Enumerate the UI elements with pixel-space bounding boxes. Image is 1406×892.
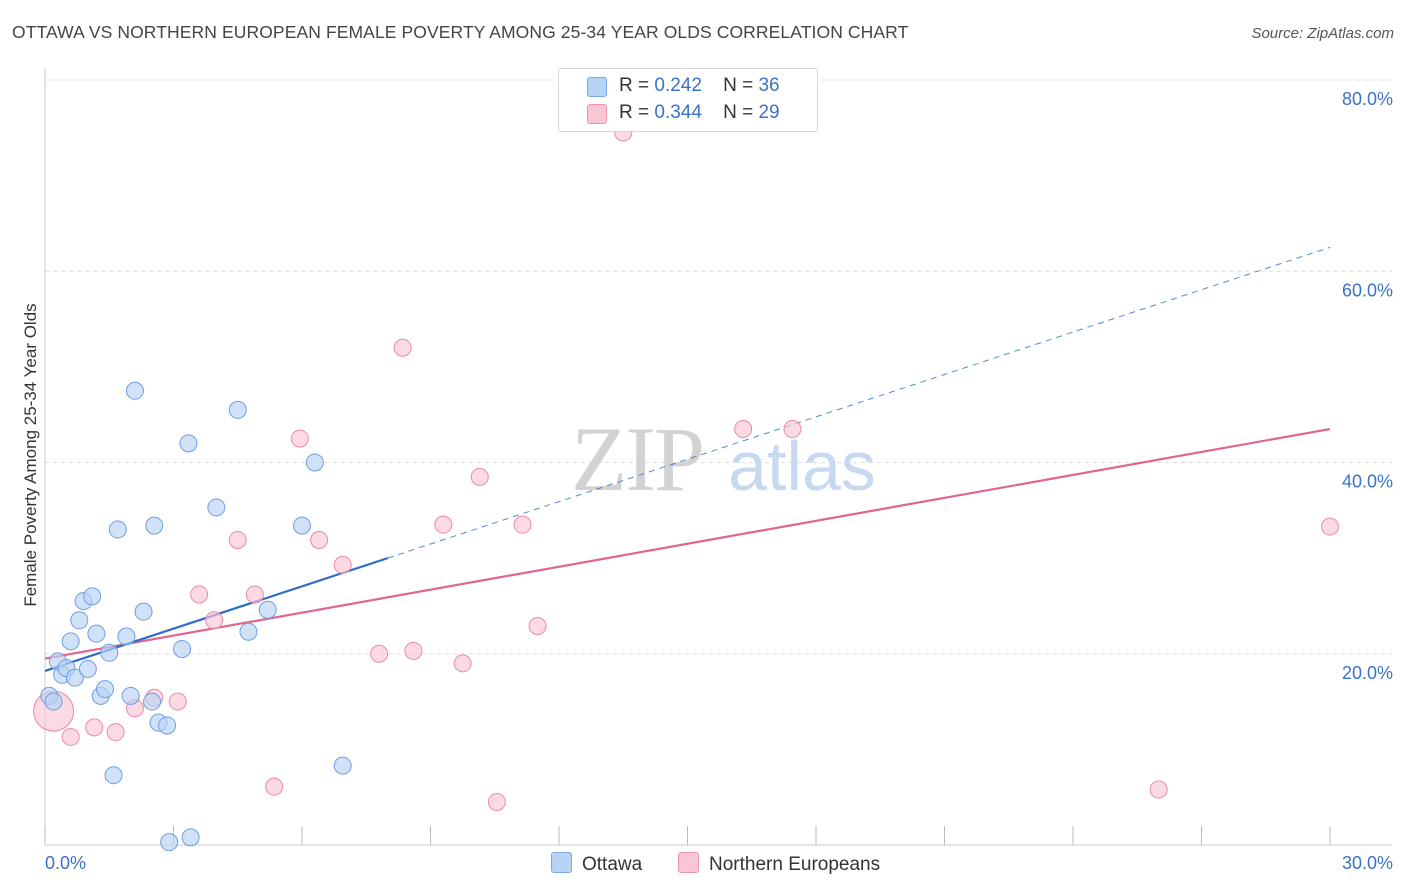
data-point-ottawa [78, 660, 97, 679]
legend-n-label: N = [723, 75, 754, 96]
data-point-northern-europeans [1321, 517, 1339, 536]
bottom-legend-label: Ottawa [582, 854, 643, 875]
data-point-northern-europeans [228, 530, 247, 549]
bottom-legend-northern-europeans: Northern Europeans [678, 852, 880, 876]
watermark-zip: ZIP [571, 408, 703, 510]
data-point-northern-europeans [290, 429, 309, 448]
data-point-northern-europeans [434, 515, 453, 534]
data-point-ottawa [179, 434, 198, 453]
legend-r-value: 0.344 [654, 102, 702, 123]
tick-labels: 20.0% 40.0% 60.0% 80.0% 0.0% 30.0% [45, 89, 1393, 873]
data-point-ottawa [143, 692, 162, 711]
correlation-legend: R = 0.242 N = 36 R = 0.344 N = 29 [558, 68, 818, 132]
legend-n-value: 29 [758, 102, 780, 123]
data-point-northern-europeans [734, 420, 753, 439]
legend-r-label: R = [619, 75, 650, 96]
data-point-ottawa [333, 756, 352, 775]
data-point-northern-europeans [333, 555, 352, 574]
data-point-northern-europeans [513, 515, 532, 534]
x-tick-label: 0.0% [45, 853, 86, 873]
axes [44, 68, 1392, 846]
data-point-ottawa [95, 680, 114, 699]
data-point-ottawa [104, 766, 123, 785]
data-point-northern-europeans [783, 420, 802, 439]
data-point-ottawa [70, 611, 89, 630]
data-point-ottawa [83, 587, 102, 606]
legend-r-value: 0.242 [654, 75, 702, 96]
data-point-northern-europeans [453, 654, 472, 673]
data-point-ottawa [158, 716, 177, 735]
data-point-northern-europeans [404, 641, 423, 660]
data-point-ottawa [293, 516, 311, 535]
legend-swatch-northern-europeans [587, 104, 607, 124]
data-point-northern-europeans [370, 644, 389, 663]
data-point-ottawa [160, 833, 179, 852]
y-tick-label: 40.0% [1342, 472, 1393, 492]
data-point-ottawa [44, 692, 63, 711]
y-tick-label: 20.0% [1342, 663, 1393, 683]
y-tick-label: 80.0% [1342, 89, 1393, 109]
data-point-ottawa [65, 668, 84, 687]
legend-n-label: N = [723, 102, 754, 123]
data-point-northern-europeans [205, 611, 224, 630]
data-point-northern-europeans [310, 530, 329, 549]
data-point-ottawa [207, 498, 226, 517]
data-point-northern-europeans [265, 777, 284, 796]
data-point-ottawa [258, 600, 277, 619]
data-point-northern-europeans [393, 338, 412, 357]
data-point-northern-europeans [61, 727, 80, 746]
bottom-legend-label: Northern Europeans [709, 854, 881, 875]
data-point-northern-europeans [528, 617, 547, 636]
data-point-ottawa [134, 602, 153, 621]
data-point-northern-europeans [245, 585, 264, 604]
data-point-northern-europeans [487, 792, 506, 811]
data-point-ottawa [173, 639, 192, 658]
data-point-ottawa [239, 622, 258, 641]
bottom-legend-ottawa: Ottawa [551, 852, 642, 876]
y-tick-label: 60.0% [1342, 280, 1393, 300]
data-point-ottawa [121, 686, 140, 705]
legend-r-label: R = [619, 102, 650, 123]
data-point-northern-europeans [470, 467, 489, 486]
data-point-ottawa [108, 520, 127, 539]
data-point-ottawa [181, 828, 200, 847]
data-point-ottawa [125, 381, 144, 400]
data-point-ottawa [145, 516, 164, 535]
data-point-ottawa [228, 400, 247, 419]
trend-line-northern-europeans [44, 427, 1331, 660]
x-tick-label: 30.0% [1342, 853, 1393, 873]
data-point-northern-europeans [106, 723, 125, 742]
data-point-ottawa [117, 627, 136, 646]
legend-n-value: 36 [758, 75, 780, 96]
data-point-northern-europeans [1149, 780, 1168, 799]
series-ottawa [40, 381, 352, 852]
data-point-northern-europeans [190, 585, 209, 604]
y-axis-label: Female Poverty Among 25-34 Year Olds [21, 303, 40, 607]
data-point-northern-europeans [168, 692, 187, 711]
data-point-northern-europeans [85, 718, 104, 737]
legend-swatch-ottawa [587, 77, 607, 97]
watermark-atlas: atlas [728, 427, 876, 505]
source-credit: Source: ZipAtlas.com [1251, 25, 1394, 42]
bottom-legend-swatch-ottawa [551, 852, 572, 873]
data-point-ottawa [87, 624, 106, 643]
bottom-legend-swatch-northern-europeans [678, 852, 699, 873]
chart-title: OTTAWA VS NORTHERN EUROPEAN FEMALE POVER… [12, 22, 909, 42]
data-point-ottawa [305, 453, 324, 472]
data-point-ottawa [61, 632, 80, 651]
trend-line-ottawa-extrapolated [387, 246, 1331, 559]
data-point-ottawa [100, 643, 119, 662]
grid-lines [45, 79, 1392, 655]
